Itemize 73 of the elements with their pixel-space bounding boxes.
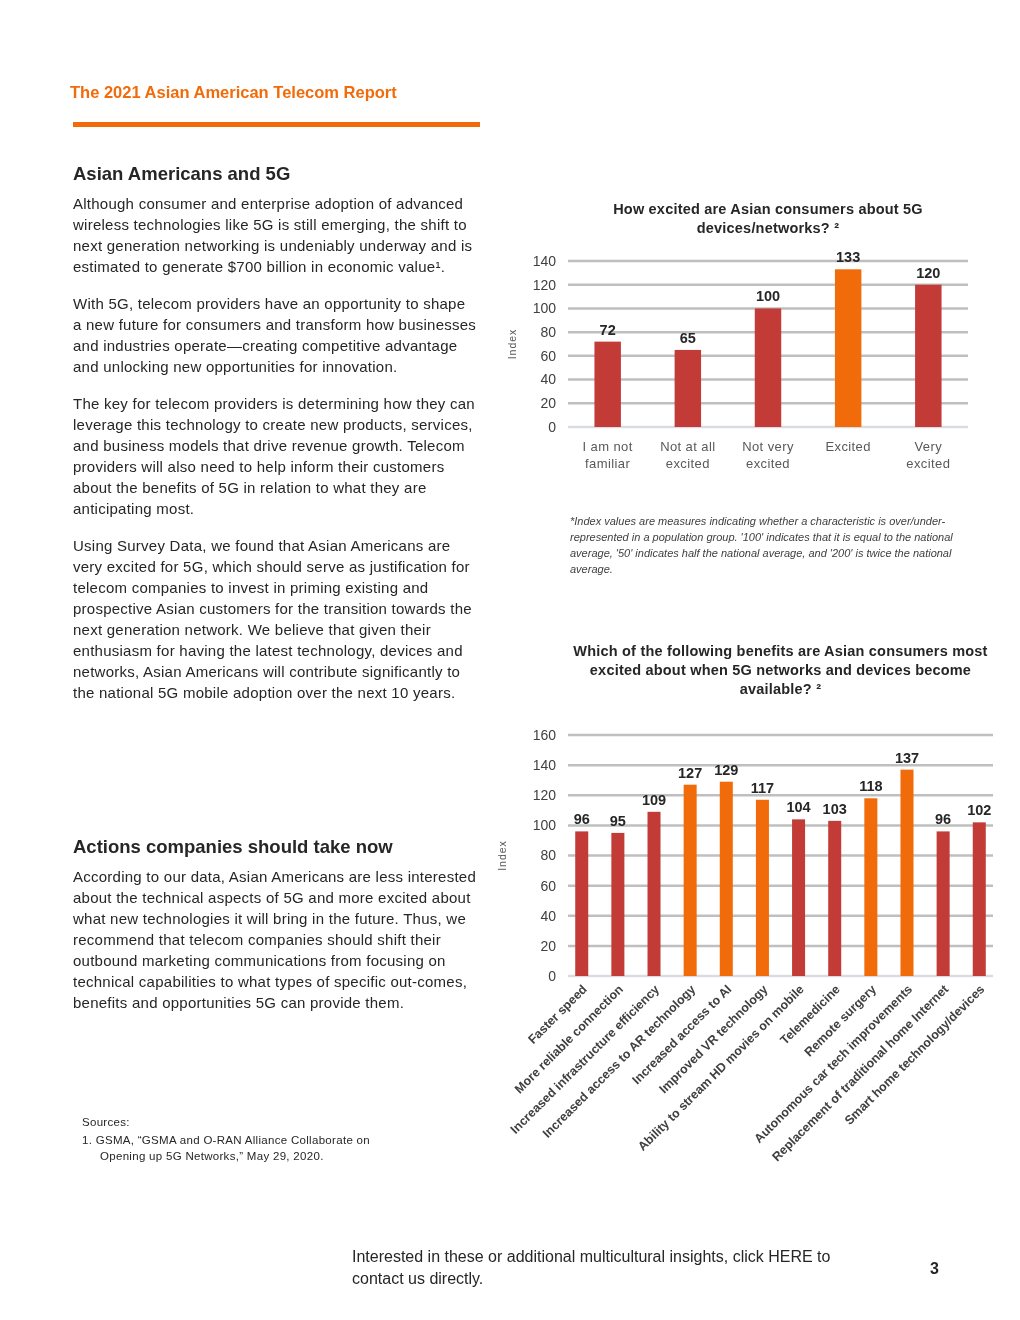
chart-title: How excited are Asian consumers about 5G devices/networks? ² xyxy=(612,200,924,238)
bar xyxy=(674,349,702,427)
data-label: 137 xyxy=(894,749,920,766)
text: Interested in these or additional multicultural insights, click HERE to contact us directly. xyxy=(352,1247,832,1289)
data-label: 100 xyxy=(755,288,781,305)
y-tick-label: 100 xyxy=(532,300,557,317)
bar xyxy=(575,831,589,976)
bar xyxy=(594,341,621,427)
text: Actions companies should take now xyxy=(73,836,394,858)
text: The 2021 Asian American Telecom Report xyxy=(70,83,398,102)
y-tick-label: 80 xyxy=(540,324,557,341)
text: The key for telecom providers is determining how they can leverage this technology to create new products, services, and business models that drive revenue growth. Telecom providers will also need to help inform their customers about the benefits of 5G in relation to what they are anticipating most. xyxy=(73,394,476,519)
y-tick-label: 100 xyxy=(532,817,557,834)
bar xyxy=(683,784,697,976)
bar xyxy=(792,819,806,976)
data-label: 96 xyxy=(935,811,952,828)
data-label: 109 xyxy=(641,791,667,808)
y-tick-label: 20 xyxy=(540,395,557,412)
bar xyxy=(900,769,914,976)
text: According to our data, Asian Americans are less interested about the technical aspects of 5G and more excited about what new technologies it will bring in the future. Thus, we recommend that telecom companies should shift their outbound marketing communications from focusing on technical capabilities to what types of specific out-comes, benefits and opportunities 5G can provide them. xyxy=(73,867,478,1013)
bar xyxy=(719,781,733,976)
y-tick-label: 40 xyxy=(540,371,557,388)
data-label: 95 xyxy=(609,812,626,829)
text: 1. GSMA, “GSMA and O-RAN Alliance Collaborate on Opening up 5G Networks,” May 29, 2020. xyxy=(82,1133,371,1164)
text: Asian Americans and 5G xyxy=(73,163,292,185)
y-tick-label: 0 xyxy=(548,967,557,984)
data-label: 65 xyxy=(679,329,696,346)
bar xyxy=(915,284,942,427)
y-tick-label: 20 xyxy=(540,937,557,954)
bar xyxy=(864,798,878,976)
y-tick-label: 60 xyxy=(540,347,557,364)
x-tick-label: Very excited xyxy=(906,439,951,471)
data-label: 117 xyxy=(750,779,775,796)
data-label: 96 xyxy=(573,811,590,828)
bar xyxy=(755,799,769,976)
bar xyxy=(647,811,661,976)
x-tick-label: Not at all excited xyxy=(660,439,716,471)
bar xyxy=(611,832,625,976)
text: With 5G, telecom providers have an opportunity to shape a new future for consumers and transform how businesses and industries operate—creating competitive advantage and unlocking new opportunities for innovation. xyxy=(73,294,478,377)
text: Sources: xyxy=(82,1115,131,1130)
bar xyxy=(834,269,862,427)
text: Using Survey Data, we found that Asian Americans are very excited for 5G, which should serve as justification for telecom companies to invest in priming existing and prospective Asian customers for the transition towards the next generation network. We believe that given their enthusiasm for having the latest technology, devices and networks, Asian Americans will contribute significantly to the national 5G mobile adoption over the next 10 years. xyxy=(73,536,473,703)
y-tick-label: 120 xyxy=(532,787,557,804)
data-label: 104 xyxy=(786,799,811,816)
y-tick-label: 140 xyxy=(532,252,557,269)
y-tick-label: 60 xyxy=(540,877,557,894)
text: Although consumer and enterprise adoption of advanced wireless technologies like 5G is still emerging, the shift to next generation networking is undeniably underway and is estimated to generate $700 billion in economic value¹. xyxy=(73,194,474,277)
y-tick-label: 160 xyxy=(532,726,557,743)
text: 3 xyxy=(930,1260,939,1278)
y-tick-label: 40 xyxy=(540,907,557,924)
data-label: 127 xyxy=(678,764,703,781)
x-tick-label: Not very excited xyxy=(742,439,794,471)
y-tick-label: 140 xyxy=(532,757,557,774)
x-tick-label: Excited xyxy=(825,439,871,454)
x-tick-label: I am not familiar xyxy=(582,439,633,471)
y-tick-label: 0 xyxy=(548,418,557,435)
bar xyxy=(828,820,842,976)
text: *Index values are measures indicating whether a characteristic is over/under-represented in a population group. '100' indicates that it is equal to the national average, '50' indicates half the national average, and '200' is twice the national average. xyxy=(570,514,954,577)
y-tick-label: 80 xyxy=(540,847,557,864)
data-label: 118 xyxy=(859,778,883,795)
data-label: 129 xyxy=(714,761,739,778)
data-label: 103 xyxy=(822,800,847,817)
y-axis-title: Index xyxy=(506,328,518,360)
y-tick-label: 120 xyxy=(532,276,557,293)
chart-title: Which of the following benefits are Asian consumers most excited about when 5G networks and devices become available? ² xyxy=(572,642,989,699)
data-label: 102 xyxy=(967,802,992,819)
data-label: 120 xyxy=(916,264,941,281)
data-label: 133 xyxy=(836,249,861,266)
bar xyxy=(972,822,986,976)
bar xyxy=(936,831,950,976)
y-axis-title: Index xyxy=(496,840,508,871)
bar xyxy=(754,308,782,427)
data-label: 72 xyxy=(599,321,616,338)
